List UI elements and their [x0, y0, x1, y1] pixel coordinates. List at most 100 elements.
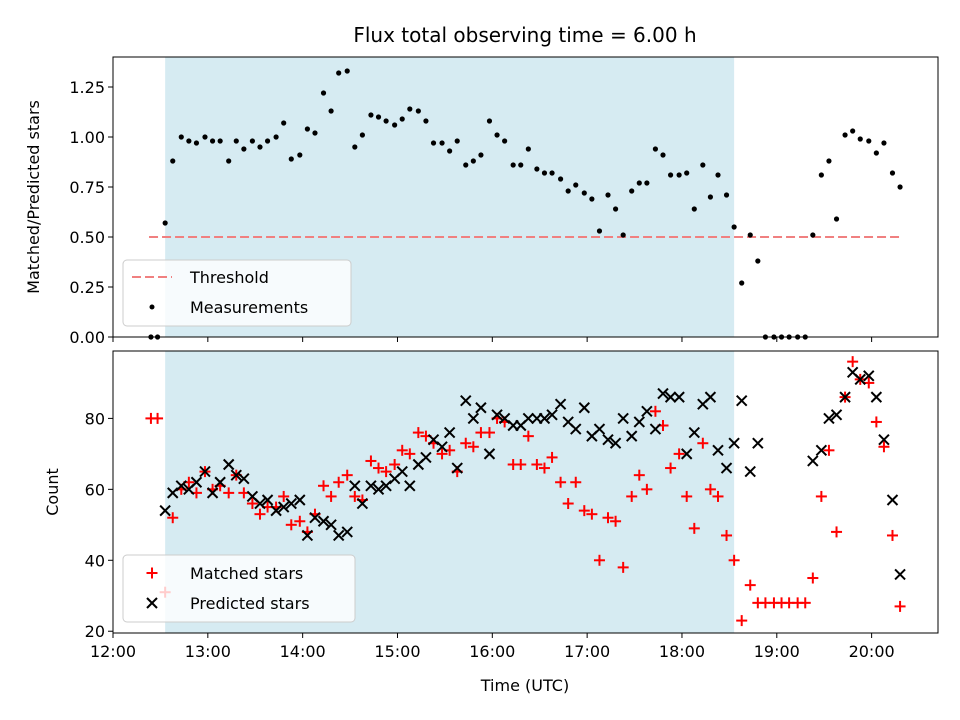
measurement-point — [478, 152, 484, 158]
matched-star-point — [697, 437, 709, 449]
predicted-star-point — [894, 568, 906, 581]
matched-star-point — [894, 600, 906, 612]
predicted-star-point — [483, 448, 496, 460]
measurement-point — [407, 106, 413, 112]
predicted-star-point — [657, 387, 669, 400]
measurement-point — [833, 216, 840, 222]
measurement-point — [605, 192, 611, 198]
measurement-point — [186, 138, 192, 144]
predicted-star-point — [546, 409, 558, 421]
predicted-star-point — [341, 526, 353, 538]
measurement-point — [549, 170, 555, 176]
y-tick-label: 0.25 — [69, 278, 105, 297]
predicted-star-point — [294, 494, 306, 506]
predicted-star-point — [712, 444, 724, 457]
measurement-point — [818, 172, 824, 178]
measurement-point — [857, 136, 863, 142]
measurement-point — [297, 152, 303, 158]
measurement-point — [723, 192, 730, 198]
predicted-star-point — [460, 394, 472, 407]
matched-star-point — [278, 490, 290, 502]
predicted-star-point — [641, 405, 653, 418]
top-x-axis-ticks — [112, 337, 873, 342]
predicted-star-point — [190, 476, 203, 488]
predicted-star-point — [664, 391, 677, 403]
measurement-point — [644, 180, 650, 186]
predicted-star-point — [277, 501, 290, 513]
matched-star-point — [285, 519, 297, 531]
matched-star-point — [617, 561, 629, 573]
measurement-point — [525, 146, 531, 152]
predicted-star-point — [372, 483, 385, 496]
predicted-star-point — [886, 494, 899, 506]
x-tick-label: 16:00 — [469, 642, 515, 661]
predicted-star-point — [720, 462, 733, 474]
predicted-star-point — [475, 402, 487, 414]
matched-star-point — [570, 476, 582, 488]
matched-star-point — [373, 462, 385, 474]
predicted-star-point — [680, 448, 693, 460]
matched-star-point — [349, 490, 361, 502]
y-tick-label: 40 — [85, 551, 105, 570]
matched-star-point — [531, 459, 543, 471]
predicted-star-point — [617, 412, 629, 425]
bottom-y-axis-ticks: 20 40 60 80 — [85, 409, 113, 641]
matched-star-point — [688, 522, 700, 534]
matched-star-point — [467, 441, 479, 453]
predicted-star-point — [309, 512, 321, 524]
legend-label-predicted-stars: Predicted stars — [190, 594, 310, 613]
measurement-point — [170, 158, 176, 164]
predicted-star-point — [356, 497, 369, 510]
predicted-star-point — [538, 412, 551, 425]
top-panel: Flux total observing time = 6.00 h 0.000… — [24, 23, 939, 347]
matched-star-point — [721, 529, 733, 541]
predicted-star-point — [146, 597, 158, 609]
predicted-star-point — [349, 480, 361, 492]
y-tick-label: 80 — [85, 409, 105, 428]
measurement-point — [502, 138, 508, 144]
x-tick-label: 19:00 — [754, 642, 800, 661]
matched-star-point — [681, 490, 693, 502]
matched-star-point — [223, 487, 235, 499]
predicted-star-point — [467, 412, 480, 425]
matched-star-point — [807, 572, 819, 584]
matched-star-point — [602, 512, 614, 524]
chart-title: Flux total observing time = 6.00 h — [353, 23, 696, 47]
measurement-point — [684, 170, 690, 176]
predicted-star-point — [167, 487, 179, 499]
bottom-x-axis-ticks: 12:00 13:00 14:00 15:00 16:00 17:00 18:00 19:00… — [90, 633, 895, 661]
measurement-point — [581, 190, 587, 196]
measurement-point — [826, 158, 832, 164]
predicted-star-point — [752, 437, 764, 449]
matched-star-point — [555, 476, 567, 488]
predicted-star-point — [301, 529, 314, 542]
predicted-star-point — [570, 423, 582, 435]
measurement-point — [700, 162, 706, 168]
measurement-point — [383, 118, 389, 124]
matched-star-point — [878, 441, 890, 453]
matched-star-point — [389, 459, 401, 471]
predicted-star-point — [609, 437, 622, 449]
matched-star-point — [460, 437, 472, 449]
matched-star-point — [641, 483, 653, 495]
matched-star-point — [436, 448, 448, 460]
matched-star-point — [815, 490, 827, 502]
measurement-point — [518, 162, 524, 168]
measurement-point — [162, 220, 168, 226]
predicted-star-point — [491, 409, 503, 421]
predicted-star-point — [436, 441, 448, 453]
matched-star-point — [318, 480, 330, 492]
measurement-point — [281, 120, 287, 126]
measurement-point — [288, 156, 294, 162]
measurement-point — [454, 138, 460, 144]
matched-star-point — [633, 469, 645, 481]
legend-swatch-predicted-stars — [146, 597, 158, 609]
matched-star-point — [404, 448, 416, 460]
predicted-star-point — [206, 487, 219, 499]
predicted-star-point — [870, 391, 883, 403]
matched-star-point — [665, 462, 677, 474]
measurement-point — [320, 90, 327, 96]
top-legend: Threshold Measurements — [122, 259, 352, 327]
matched-star-point — [365, 455, 377, 467]
